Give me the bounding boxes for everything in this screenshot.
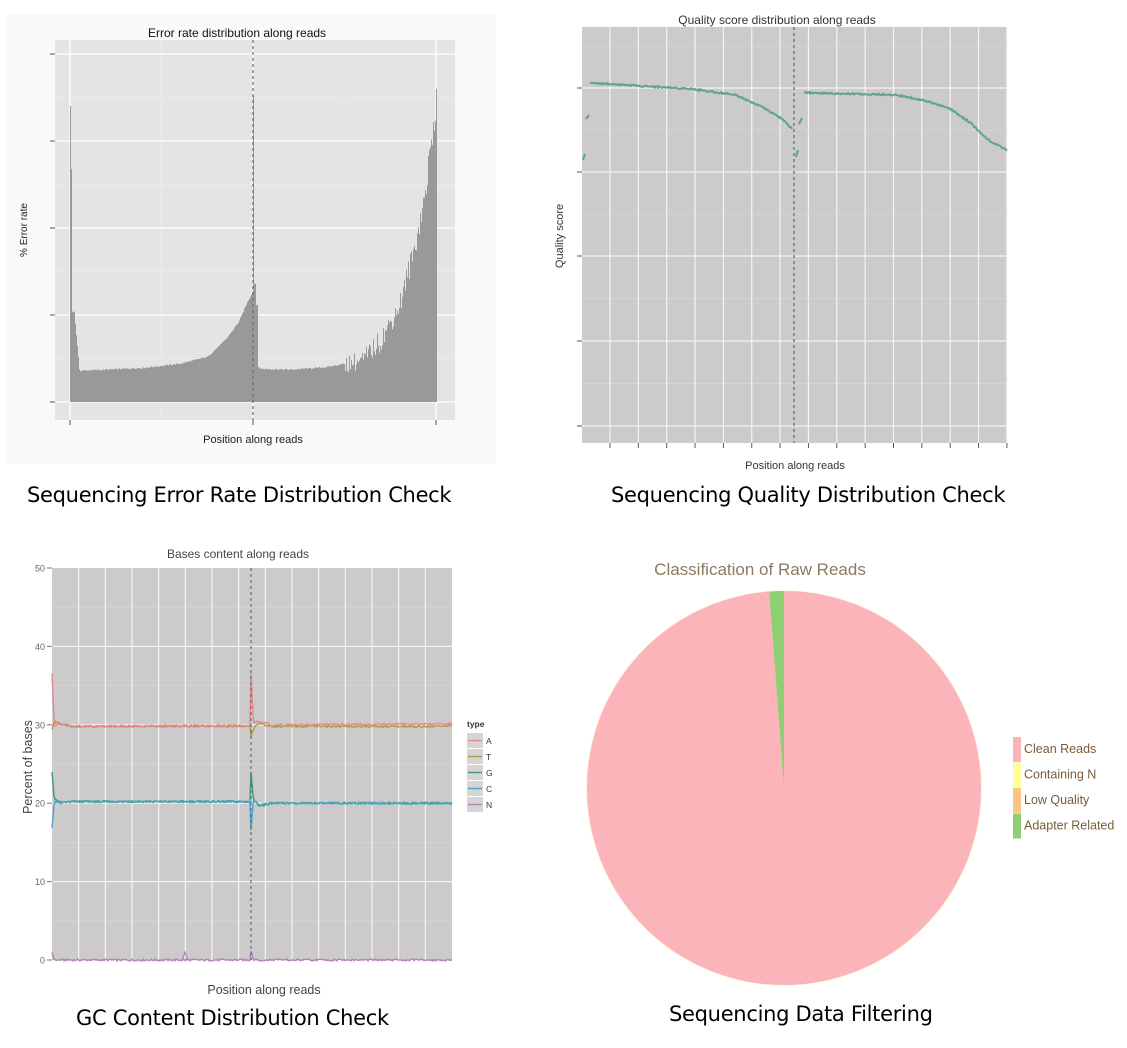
quality-line-fragment (795, 149, 799, 158)
chart-title: Quality score distribution along reads (678, 13, 875, 27)
legend-swatch (1013, 788, 1021, 813)
filtering-panel: Classification of Raw Reads Clean Reads Co… (560, 540, 1127, 1000)
legend-title: type (467, 719, 485, 729)
legend-label: Containing N (1024, 768, 1096, 782)
quality-line-read2 (803, 90, 1008, 152)
filtering-caption: Sequencing Data Filtering (669, 1002, 933, 1026)
pie-slice-adapter-related (769, 591, 784, 788)
quality-caption: Sequencing Quality Distribution Check (611, 483, 1006, 507)
pie-slice-clean-reads (587, 591, 982, 985)
y-tick-label: 50 (35, 564, 45, 574)
x-axis-label: Position along reads (745, 460, 845, 472)
error-rate-panel: Error rate distribution along reads Posit… (0, 0, 560, 470)
y-axis-label: Quality score (554, 204, 566, 268)
y-tick-label: 0 (40, 956, 45, 966)
y-tick-label: 30 (35, 720, 45, 730)
chart-title: Bases content along reads (167, 547, 309, 561)
legend: Clean Reads Containing N Low Quality Adapte… (1013, 737, 1114, 839)
x-axis-label: Position along reads (203, 434, 303, 446)
y-axis-label: Percent of bases (21, 720, 35, 814)
gc-content-caption: GC Content Distribution Check (76, 1006, 389, 1030)
legend-label-C: C (486, 784, 492, 794)
quality-score-chart: Quality score distribution along reads Po… (554, 13, 1008, 472)
quality-panel: Quality score distribution along reads Po… (540, 0, 1127, 480)
plot-area (582, 27, 1007, 443)
y-axis-label: % Error rate (19, 203, 30, 257)
legend-label-T: T (486, 752, 491, 762)
error-rate-chart: Error rate distribution along reads Posit… (7, 14, 496, 464)
chart-title: Classification of Raw Reads (654, 560, 866, 579)
legend-swatch (1013, 813, 1021, 839)
chart-title: Error rate distribution along reads (148, 26, 326, 40)
quality-line-fragment (582, 153, 586, 161)
legend-swatch (1013, 737, 1021, 762)
bases-content-chart: 0 10 20 30 40 50 Bases content along reads Posi… (21, 547, 493, 997)
y-tick-label: 40 (35, 642, 45, 652)
error-rate-caption: Sequencing Error Rate Distribution Check (27, 483, 452, 507)
legend-label-A: A (486, 736, 492, 746)
legend-label-N: N (486, 800, 492, 810)
legend-swatch (1013, 762, 1021, 788)
quality-line-fragment (798, 117, 803, 125)
y-tick-label: 20 (35, 799, 45, 809)
legend-label: Clean Reads (1024, 742, 1096, 756)
gc-content-panel: 0 10 20 30 40 50 Bases content along reads Posi… (0, 540, 540, 1000)
quality-line-fragment (585, 114, 590, 120)
legend-label-G: G (486, 768, 493, 778)
series-line-A (51, 672, 453, 729)
legend-label: Low Quality (1024, 793, 1090, 807)
x-axis-label: Position along reads (207, 983, 320, 997)
series-line-C (51, 796, 453, 831)
raw-reads-pie-chart: Classification of Raw Reads Clean Reads Co… (586, 560, 1114, 986)
quality-line-read1 (589, 81, 793, 130)
y-tick-label: 10 (35, 877, 45, 887)
n-spike (181, 950, 189, 961)
series-line-N (51, 950, 453, 963)
legend-label: Adapter Related (1024, 819, 1114, 833)
